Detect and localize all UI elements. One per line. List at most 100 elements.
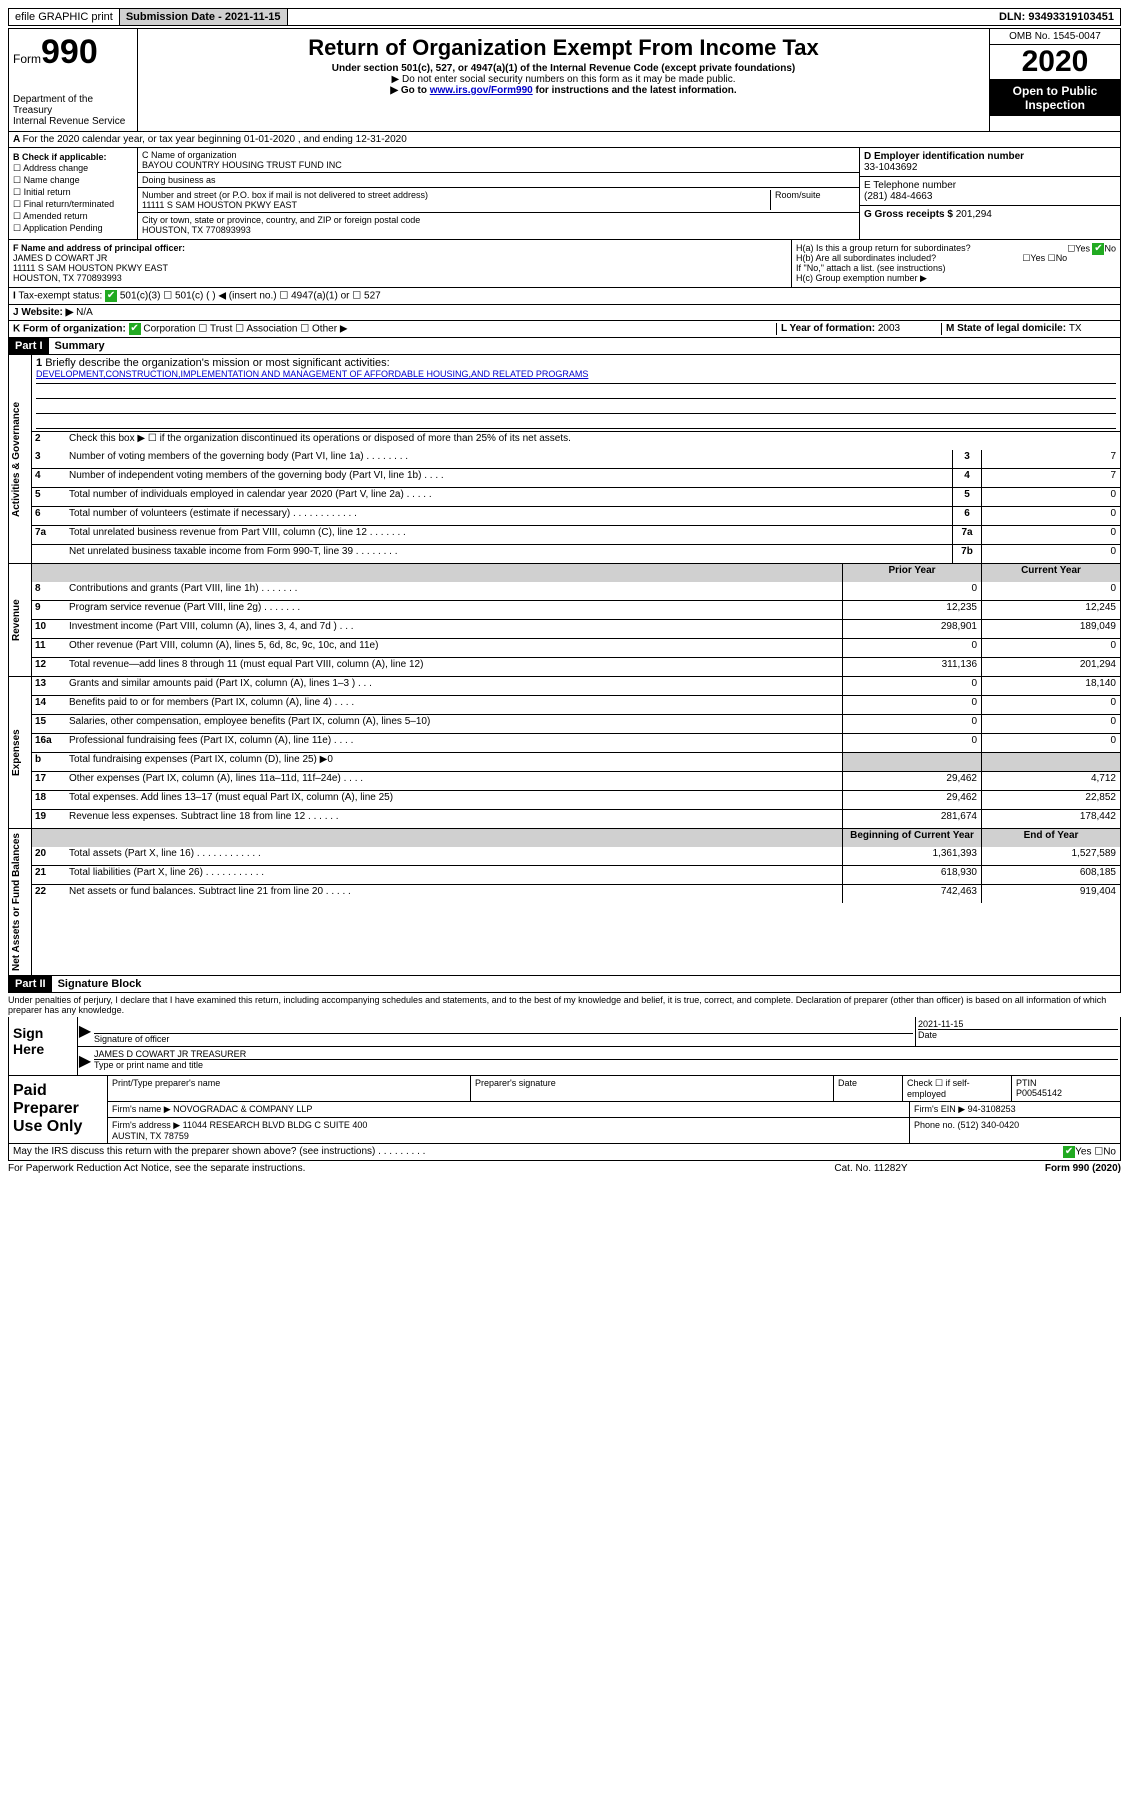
- table-row: 9Program service revenue (Part VIII, lin…: [32, 600, 1120, 619]
- city-label: City or town, state or province, country…: [142, 215, 855, 225]
- ein-label: D Employer identification number: [864, 151, 1024, 162]
- table-row: 20Total assets (Part X, line 16) . . . .…: [32, 847, 1120, 865]
- sig-date-label: Date: [918, 1030, 937, 1040]
- sign-here-label: Sign Here: [9, 1017, 78, 1075]
- prep-sig-label: Preparer's signature: [471, 1076, 834, 1101]
- org-name-label: C Name of organization: [142, 150, 855, 160]
- q1-label: Briefly describe the organization's miss…: [45, 357, 389, 369]
- street-label: Number and street (or P.O. box if mail i…: [142, 190, 770, 200]
- top-bar: efile GRAPHIC print Submission Date - 20…: [8, 8, 1121, 26]
- summary-expenses: Expenses 13Grants and similar amounts pa…: [8, 677, 1121, 829]
- ptin-value: P00545142: [1016, 1088, 1062, 1098]
- table-row: 16aProfessional fundraising fees (Part I…: [32, 733, 1120, 752]
- box-f: F Name and address of principal officer:…: [9, 240, 792, 287]
- website-row: J Website: ▶ N/A: [8, 305, 1121, 321]
- arrow-icon: ▶: [78, 1047, 92, 1075]
- info-block: B Check if applicable: ☐ Address change …: [8, 148, 1121, 240]
- table-row: 3Number of voting members of the governi…: [32, 450, 1120, 468]
- ein-value: 33-1043692: [864, 162, 917, 173]
- head-eoy: End of Year: [981, 829, 1120, 847]
- head-prior: Prior Year: [842, 564, 981, 582]
- table-row: 11Other revenue (Part VIII, column (A), …: [32, 638, 1120, 657]
- sig-name: JAMES D COWART JR TREASURER: [94, 1049, 1118, 1060]
- table-row: 17Other expenses (Part IX, column (A), l…: [32, 771, 1120, 790]
- chk-name-change[interactable]: ☐ Name change: [13, 175, 133, 186]
- city-value: HOUSTON, TX 770893993: [142, 225, 855, 235]
- prep-date-label: Date: [834, 1076, 903, 1101]
- summary-netassets: Net Assets or Fund Balances Beginning of…: [8, 829, 1121, 976]
- table-row: 7aTotal unrelated business revenue from …: [32, 525, 1120, 544]
- table-row: 14Benefits paid to or for members (Part …: [32, 695, 1120, 714]
- page-footer: For Paperwork Reduction Act Notice, see …: [8, 1161, 1121, 1176]
- phone-value: (281) 484-4663: [864, 191, 932, 202]
- box-c: C Name of organization BAYOU COUNTRY HOU…: [138, 148, 859, 239]
- phone-label: E Telephone number: [864, 180, 956, 191]
- prep-selfemp[interactable]: Check ☐ if self-employed: [903, 1076, 1012, 1101]
- chk-corp[interactable]: ✔: [129, 323, 141, 335]
- table-row: 6Total number of volunteers (estimate if…: [32, 506, 1120, 525]
- part-i-header: Part I Summary: [8, 338, 1121, 355]
- sig-officer-label: Signature of officer: [94, 1034, 169, 1044]
- chk-amended[interactable]: ☐ Amended return: [13, 211, 133, 222]
- gross-receipts: G Gross receipts $ 201,294: [860, 206, 1120, 223]
- form-title: Return of Organization Exempt From Incom…: [142, 35, 985, 61]
- form-subtitle: Under section 501(c), 527, or 4947(a)(1)…: [142, 63, 985, 74]
- tax-exempt-row: I Tax-exempt status: ✔ 501(c)(3) ☐ 501(c…: [8, 288, 1121, 305]
- preparer-block: Paid Preparer Use Only Print/Type prepar…: [8, 1076, 1121, 1144]
- prep-name-label: Print/Type preparer's name: [108, 1076, 471, 1101]
- chk-final-return[interactable]: ☐ Final return/terminated: [13, 199, 133, 210]
- chk-address-change[interactable]: ☐ Address change: [13, 163, 133, 174]
- form-note1: ▶ Do not enter social security numbers o…: [142, 74, 985, 85]
- perjury-text: Under penalties of perjury, I declare th…: [8, 993, 1121, 1017]
- omb-number: OMB No. 1545-0047: [990, 29, 1120, 45]
- firm-ein: 94-3108253: [968, 1104, 1016, 1114]
- head-boy: Beginning of Current Year: [842, 829, 981, 847]
- form-header: Form990 Department of the Treasury Inter…: [8, 28, 1121, 132]
- street-value: 11111 S SAM HOUSTON PKWY EAST: [142, 200, 770, 210]
- table-row: 12Total revenue—add lines 8 through 11 (…: [32, 657, 1120, 676]
- box-h: H(a) Is this a group return for subordin…: [792, 240, 1120, 287]
- table-row: 18Total expenses. Add lines 13–17 (must …: [32, 790, 1120, 809]
- chk-501c3[interactable]: ✔: [105, 290, 117, 302]
- table-row: 8Contributions and grants (Part VIII, li…: [32, 582, 1120, 600]
- tax-year: 2020: [990, 45, 1120, 80]
- q2-label: Check this box ▶ ☐ if the organization d…: [66, 432, 1120, 450]
- submission-date: Submission Date - 2021-11-15: [120, 9, 288, 25]
- vlabel-rev: Revenue: [9, 564, 32, 676]
- info-right: D Employer identification number 33-1043…: [859, 148, 1120, 239]
- chk-discuss-yes[interactable]: ✔: [1063, 1146, 1075, 1158]
- dept-label: Department of the Treasury Internal Reve…: [13, 94, 133, 127]
- org-name: BAYOU COUNTRY HOUSING TRUST FUND INC: [142, 160, 855, 170]
- table-row: 21Total liabilities (Part X, line 26) . …: [32, 865, 1120, 884]
- table-row: 13Grants and similar amounts paid (Part …: [32, 677, 1120, 695]
- box-b: B Check if applicable: ☐ Address change …: [9, 148, 138, 239]
- efile-label: efile GRAPHIC print: [9, 9, 120, 25]
- dba-label: Doing business as: [138, 173, 859, 188]
- vlabel-gov: Activities & Governance: [9, 355, 32, 563]
- table-row: 10Investment income (Part VIII, column (…: [32, 619, 1120, 638]
- table-row: 5Total number of individuals employed in…: [32, 487, 1120, 506]
- klm-row: K Form of organization: ✔ Corporation ☐ …: [8, 321, 1121, 338]
- head-current: Current Year: [981, 564, 1120, 582]
- arrow-icon: ▶: [78, 1017, 92, 1046]
- chk-initial-return[interactable]: ☐ Initial return: [13, 187, 133, 198]
- form-number: Form990: [13, 33, 133, 72]
- discuss-row: May the IRS discuss this return with the…: [8, 1144, 1121, 1161]
- table-row: 19Revenue less expenses. Subtract line 1…: [32, 809, 1120, 828]
- summary-governance: Activities & Governance 1 Briefly descri…: [8, 355, 1121, 564]
- mission-text: DEVELOPMENT,CONSTRUCTION,IMPLEMENTATION …: [36, 369, 1116, 384]
- table-row: bTotal fundraising expenses (Part IX, co…: [32, 752, 1120, 771]
- chk-app-pending[interactable]: ☐ Application Pending: [13, 223, 133, 234]
- firm-name: NOVOGRADAC & COMPANY LLP: [173, 1104, 312, 1114]
- f-h-block: F Name and address of principal officer:…: [8, 240, 1121, 288]
- summary-revenue: Revenue Prior Year Current Year 8Contrib…: [8, 564, 1121, 677]
- table-row: Net unrelated business taxable income fr…: [32, 544, 1120, 563]
- firm-phone: (512) 340-0420: [958, 1120, 1020, 1130]
- sign-block: Sign Here ▶ Signature of officer 2021-11…: [8, 1017, 1121, 1076]
- table-row: 22Net assets or fund balances. Subtract …: [32, 884, 1120, 903]
- irs-link[interactable]: www.irs.gov/Form990: [430, 85, 533, 96]
- inspection-badge: Open to Public Inspection: [990, 80, 1120, 116]
- vlabel-net: Net Assets or Fund Balances: [9, 829, 32, 975]
- table-row: 15Salaries, other compensation, employee…: [32, 714, 1120, 733]
- table-row: 4Number of independent voting members of…: [32, 468, 1120, 487]
